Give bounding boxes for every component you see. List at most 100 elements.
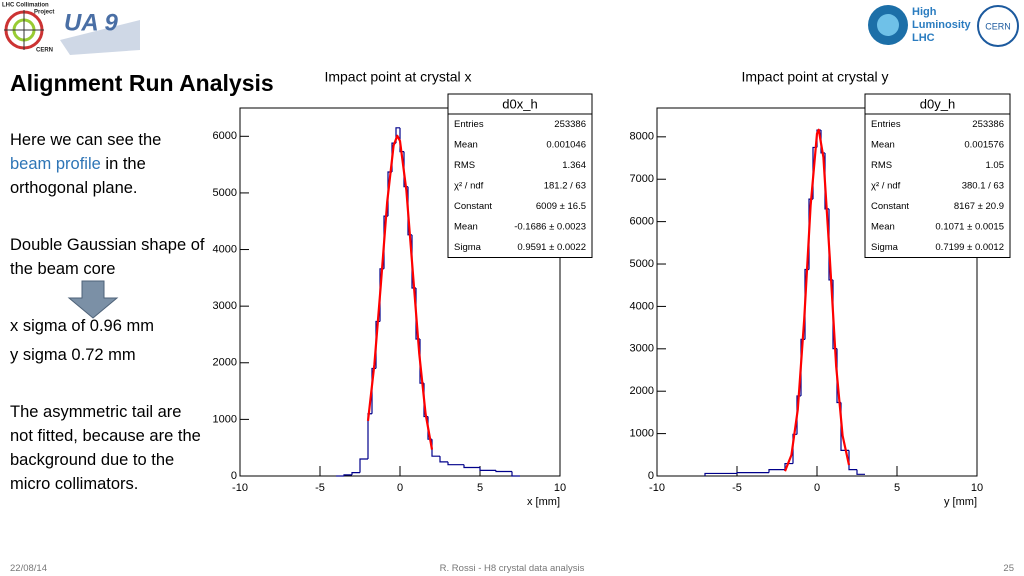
stats-label: Mean — [871, 221, 895, 232]
stats-box — [447, 93, 593, 258]
down-arrow — [67, 280, 119, 319]
y-tick-label: 1000 — [630, 428, 654, 440]
stats-box — [864, 93, 1011, 258]
histogram-bin — [736, 472, 769, 474]
y-tick-label: 1000 — [213, 413, 237, 425]
histogram-bin — [479, 467, 496, 471]
histogram-bin — [431, 439, 440, 457]
stats-label: RMS — [871, 160, 892, 171]
histogram-bin — [704, 472, 737, 476]
histogram-bin — [447, 461, 464, 466]
logo-text: LHC — [912, 32, 935, 44]
histogram-bin — [399, 127, 404, 153]
stats-value: 0.9591 ± 0.0022 — [517, 242, 586, 253]
stats-value: -0.1686 ± 0.0023 — [514, 221, 586, 232]
paragraph: The asymmetric tail are not fitted, beca… — [10, 403, 201, 493]
stats-value: 0.7199 ± 0.0012 — [935, 242, 1004, 253]
logo-text: High — [912, 6, 937, 18]
slide-title: Alignment Run Analysis — [10, 70, 274, 96]
stats-value: 253386 — [972, 119, 1004, 130]
stats-label: Mean — [871, 139, 895, 150]
x-tick-label: 5 — [477, 482, 483, 494]
fit-curve — [783, 128, 851, 472]
chart-title: Impact point at crystal y — [741, 69, 888, 85]
y-tick-label: 6000 — [213, 130, 237, 142]
stats-label: χ² / ndf — [871, 180, 901, 191]
histogram-bin — [768, 469, 785, 473]
x-tick-label: -10 — [649, 482, 665, 494]
logo-text: Project — [34, 10, 54, 16]
histogram-bin — [463, 464, 480, 469]
stats-label: Constant — [454, 201, 492, 212]
y-tick-label: 5000 — [630, 258, 654, 270]
stats-title: d0x_h — [502, 96, 537, 111]
x-tick-label: 5 — [894, 482, 900, 494]
y-tick-label: 7000 — [630, 173, 654, 185]
stats-value: 8167 ± 20.9 — [954, 201, 1004, 212]
y-tick-label: 2000 — [630, 385, 654, 397]
stats-value: 0.1071 ± 0.0015 — [935, 221, 1004, 232]
stats-value: 380.1 / 63 — [962, 180, 1004, 191]
chart-title: Impact point at crystal x — [324, 69, 471, 85]
stats-value: 6009 ± 16.5 — [536, 201, 586, 212]
x-tick-label: -10 — [232, 482, 248, 494]
paragraph: Here we can see the beam profile in the … — [10, 128, 206, 200]
histogram-bin — [343, 474, 352, 476]
stats-value: 1.364 — [562, 160, 586, 171]
footer-page: 25 — [1003, 563, 1014, 574]
histogram-bin — [511, 471, 520, 477]
x-tick-label: 10 — [971, 482, 983, 494]
y-tick-label: 2000 — [213, 357, 237, 369]
y-tick-label: 8000 — [630, 131, 654, 143]
histogram-bin — [856, 469, 865, 475]
logo-text: CERN — [985, 21, 1011, 31]
histogram-bin — [848, 450, 857, 471]
logo-text: LHC Collimation — [2, 3, 49, 9]
stats-value: 1.05 — [986, 160, 1005, 171]
y-tick-label: 4000 — [630, 300, 654, 312]
y-tick-label: 0 — [648, 470, 654, 482]
highlight: beam profile — [10, 155, 101, 173]
logo-ua9: UA 9 — [60, 9, 140, 55]
y-tick-label: 4000 — [213, 243, 237, 255]
histogram-bin — [792, 433, 797, 464]
text: Here we can see the — [10, 131, 162, 149]
y-tick-label: 0 — [231, 470, 237, 482]
x-axis-label: y [mm] — [944, 496, 977, 508]
text: in the orthogonal plane. — [10, 155, 146, 197]
x-tick-label: 0 — [397, 482, 403, 494]
fit-curve — [366, 134, 434, 450]
y-tick-label: 3000 — [213, 300, 237, 312]
x-axis-label: x [mm] — [527, 496, 560, 508]
logo-text: CERN — [36, 48, 53, 54]
logo-cern: CERN — [977, 5, 1019, 47]
stats-label: RMS — [454, 160, 475, 171]
stats-label: Constant — [871, 201, 909, 212]
stats-value: 253386 — [554, 119, 586, 130]
stats-value: 0.001046 — [546, 139, 586, 150]
logo-text: UA 9 — [64, 9, 118, 36]
footer-date: 22/08/14 — [10, 563, 47, 574]
stats-title: d0y_h — [920, 96, 955, 111]
x-tick-label: 10 — [554, 482, 566, 494]
histogram-bin — [359, 458, 368, 473]
stats-value: 181.2 / 63 — [544, 180, 586, 191]
logo-text: Luminosity — [912, 19, 972, 31]
stats-label: Sigma — [454, 242, 482, 253]
x-tick-label: -5 — [315, 482, 325, 494]
stats-value: 0.001576 — [964, 139, 1004, 150]
paragraph: y sigma 0.72 mm — [10, 346, 136, 364]
x-tick-label: 0 — [814, 482, 820, 494]
stats-label: Sigma — [871, 242, 899, 253]
stats-label: Entries — [871, 119, 901, 130]
histogram-bin — [439, 456, 448, 463]
histogram-bin — [784, 462, 793, 470]
y-tick-label: 3000 — [630, 343, 654, 355]
stats-label: Mean — [454, 139, 478, 150]
y-tick-label: 5000 — [213, 187, 237, 199]
logo-hilumi: High Luminosity LHC — [868, 5, 972, 45]
footer-center: R. Rossi - H8 crystal data analysis — [439, 563, 585, 574]
x-tick-label: -5 — [732, 482, 742, 494]
